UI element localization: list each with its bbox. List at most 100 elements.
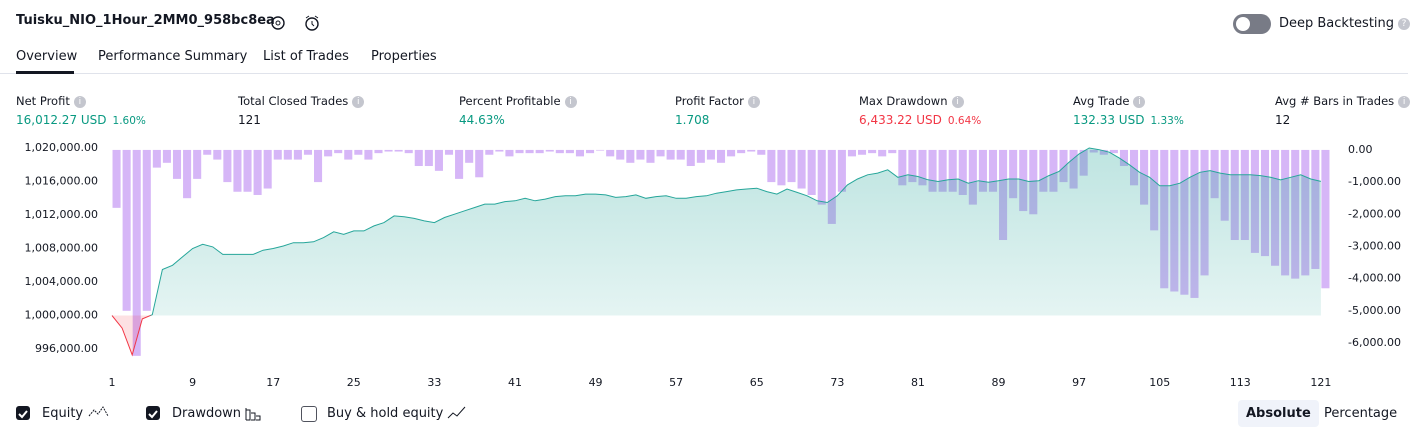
mode-button[interactable]: Percentage xyxy=(1324,406,1398,421)
drawdown-bar xyxy=(555,149,564,154)
drawdown-bar xyxy=(777,149,786,186)
metric-value: 132.33 USD 1.33% xyxy=(1073,113,1184,127)
drawdown-bar xyxy=(223,149,232,183)
drawdown-bar xyxy=(797,149,806,189)
drawdown-bar xyxy=(817,149,826,205)
drawdown-bar xyxy=(747,149,756,152)
metric-value-text: 132.33 USD xyxy=(1073,113,1145,127)
legend-entry: Drawdown xyxy=(172,406,242,421)
metric-change: 1.33% xyxy=(1150,115,1184,127)
drawdown-bar xyxy=(696,149,705,163)
drawdown-bar xyxy=(716,149,726,163)
metric-label-text: Max Drawdown xyxy=(859,94,948,108)
tab[interactable]: Properties xyxy=(371,49,437,64)
drawdown-bar xyxy=(787,149,796,183)
toggle-label: Deep Backtesting? xyxy=(1279,16,1411,31)
drawdown-bar xyxy=(565,149,574,154)
y2-tick-label: 0.00 xyxy=(1348,143,1373,156)
metric-value: 12 xyxy=(1275,113,1291,127)
drawdown-bar xyxy=(706,149,715,160)
drawdown-bar xyxy=(656,149,665,157)
y2-tick-label: -5,000.00 xyxy=(1348,304,1401,317)
drawdown-bar xyxy=(1119,149,1128,167)
metric-label: Avg Trade i xyxy=(1073,94,1146,108)
checkbox[interactable] xyxy=(16,406,30,420)
metric-value-text: 16,012.27 USD xyxy=(16,113,107,127)
drawdown-bar xyxy=(575,149,585,157)
drawdown-bar xyxy=(1039,149,1048,192)
drawdown-bar xyxy=(142,149,151,311)
drawdown-bar xyxy=(1049,149,1058,192)
checkbox[interactable] xyxy=(301,406,317,422)
tab[interactable]: List of Trades xyxy=(263,49,349,64)
y2-tick-label: -3,000.00 xyxy=(1348,239,1401,252)
metric-label-text: Net Profit xyxy=(16,94,70,108)
metric-value: 121 xyxy=(238,113,261,127)
metric-label: Max Drawdown i xyxy=(859,94,964,108)
y2-tick-label: -2,000.00 xyxy=(1348,207,1401,220)
y-tick-label: 1,016,000.00 xyxy=(25,175,98,188)
legend-entry: Equity xyxy=(42,406,84,421)
drawdown-bar xyxy=(303,149,313,155)
drawdown-bar xyxy=(646,149,655,163)
drawdown-bar xyxy=(243,149,252,192)
drawdown-bar xyxy=(666,149,675,160)
drawdown-bar xyxy=(686,149,695,167)
y-tick-label: 1,012,000.00 xyxy=(25,208,98,221)
drawdown-bar xyxy=(948,149,957,192)
drawdown-bar xyxy=(586,149,595,154)
x-tick-label: 113 xyxy=(1230,376,1251,389)
drawdown-bar xyxy=(1059,149,1068,183)
tab[interactable]: Overview xyxy=(16,49,78,64)
header-icons[interactable] xyxy=(270,14,320,32)
mode-button[interactable]: Absolute xyxy=(1238,400,1319,427)
tab[interactable]: Performance Summary xyxy=(98,49,248,64)
metric-change: 0.64% xyxy=(947,115,982,127)
drawdown-bar xyxy=(606,149,615,157)
drawdown-bar xyxy=(626,149,635,163)
drawdown-bar xyxy=(636,149,645,160)
drawdown-bar xyxy=(112,149,121,208)
y-tick-label: 1,020,000.00 xyxy=(25,141,98,154)
metric-label-text: Avg Trade xyxy=(1073,94,1130,108)
y-tick-label: 1,000,000.00 xyxy=(25,309,98,322)
drawdown-bar xyxy=(132,149,141,356)
x-tick-label: 49 xyxy=(589,376,603,389)
drawdown-bar xyxy=(1321,149,1330,289)
metric-value: 6,433.22 USD 0.64% xyxy=(859,113,981,127)
drawdown-bar xyxy=(314,149,323,183)
x-tick-label: 1 xyxy=(109,376,116,389)
drawdown-bar xyxy=(444,149,454,155)
drawdown-bar xyxy=(525,149,534,154)
checkbox[interactable] xyxy=(146,406,160,420)
drawdown-bar xyxy=(122,149,131,311)
drawdown-bar xyxy=(273,149,282,160)
drawdown-bar xyxy=(354,149,363,155)
drawdown-bar xyxy=(384,149,393,152)
x-tick-label: 33 xyxy=(427,376,441,389)
x-tick-label: 89 xyxy=(992,376,1006,389)
drawdown-bar xyxy=(344,149,353,160)
y-tick-label: 1,004,000.00 xyxy=(25,275,98,288)
toggle[interactable] xyxy=(1233,14,1271,34)
drawdown-bar xyxy=(545,149,554,152)
drawdown-bar xyxy=(535,149,544,154)
drawdown-bar xyxy=(152,149,161,168)
drawdown-bar xyxy=(837,149,846,192)
drawdown-bar xyxy=(495,149,504,152)
x-tick-label: 9 xyxy=(189,376,196,389)
drawdown-bar xyxy=(898,149,907,186)
x-tick-label: 57 xyxy=(669,376,683,389)
x-tick-label: 17 xyxy=(266,376,280,389)
x-tick-label: 121 xyxy=(1310,376,1331,389)
y-tick-label: 1,008,000.00 xyxy=(25,242,98,255)
strategy-title: Tuisku_NIO_1Hour_2MM0_958bc8ea xyxy=(16,13,275,28)
drawdown-bar xyxy=(847,149,856,157)
drawdown-bar xyxy=(213,149,222,160)
legend-icons xyxy=(88,406,466,421)
drawdown-bar xyxy=(827,149,836,224)
drawdown-bar xyxy=(1109,149,1118,154)
drawdown-bar xyxy=(938,149,947,192)
